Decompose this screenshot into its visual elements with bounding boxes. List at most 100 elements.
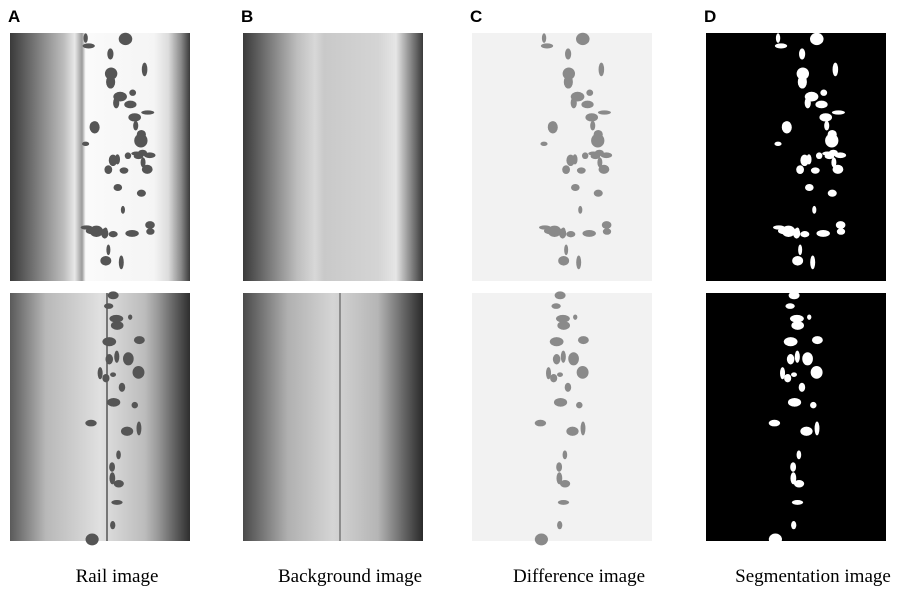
defect [100,255,112,266]
defect [538,225,551,230]
defect [810,401,817,409]
defect [108,231,118,238]
defect [110,321,124,330]
defect [832,62,839,77]
defect [551,303,561,309]
defect [565,48,572,60]
defect [810,167,820,174]
defect [601,221,612,229]
defect [814,421,820,436]
defect [780,367,786,380]
defect [118,255,124,270]
defect [581,152,589,160]
defect [822,151,833,156]
defect [109,472,116,485]
defect [136,421,142,436]
defect [552,354,561,365]
defect [799,48,806,60]
defect [141,110,155,115]
defect [557,321,570,330]
defect [101,228,109,239]
defect [132,366,145,379]
defect [107,397,121,407]
defect [564,382,572,392]
defect [812,205,817,214]
defect [107,291,119,300]
defect [768,533,782,546]
defect [791,372,797,377]
defect [774,141,782,147]
defect [834,152,847,159]
defect [562,165,570,174]
defect [141,164,153,174]
defect [128,314,133,320]
panel-image [706,33,886,281]
defect [549,337,564,347]
defect [768,419,781,427]
defect [113,183,123,191]
defect [125,229,139,237]
defect [796,67,810,80]
panel-caption: Segmentation image [735,566,891,587]
defect [815,152,823,160]
defect [110,372,117,377]
defect [789,314,804,323]
defect [805,183,814,191]
defect [80,225,93,230]
defect [85,419,97,427]
defect [581,100,594,109]
panel-label: C [470,7,482,26]
defect [576,255,582,270]
defect [825,133,839,148]
panel-image [706,293,886,541]
defect [791,500,804,505]
defect [564,244,569,256]
defect [597,110,611,115]
defect [568,352,579,366]
defect [559,480,571,488]
defect [110,521,116,530]
defect [775,33,781,43]
defect [104,303,114,309]
defect [546,367,552,380]
defect [146,228,155,235]
defect [785,303,795,309]
defect [124,100,137,109]
defect [129,89,137,96]
defect [111,500,123,505]
defect [602,228,612,235]
defect [97,367,103,380]
defect [556,472,563,485]
defect [804,91,819,102]
defect [104,67,118,80]
defect [810,366,823,379]
defect [774,43,788,49]
defect [788,291,800,300]
defect [120,426,134,436]
defect [136,189,146,197]
defect [792,255,804,266]
defect [120,205,125,214]
defect [556,462,563,472]
defect [140,157,146,168]
defect [578,205,583,214]
defect [588,151,599,156]
panel-label: D [704,7,716,26]
defect [836,228,846,235]
defect [118,382,126,392]
defect [824,120,830,131]
defect [582,229,596,237]
defect [576,401,583,409]
defect [141,62,148,77]
defect [133,336,145,345]
panel-image [243,293,423,541]
defect [810,32,824,46]
defect [553,397,568,407]
defect [807,314,812,320]
defect [540,43,554,49]
defect [114,350,120,363]
defect [796,450,802,460]
defect [793,480,805,488]
defect [784,373,792,383]
